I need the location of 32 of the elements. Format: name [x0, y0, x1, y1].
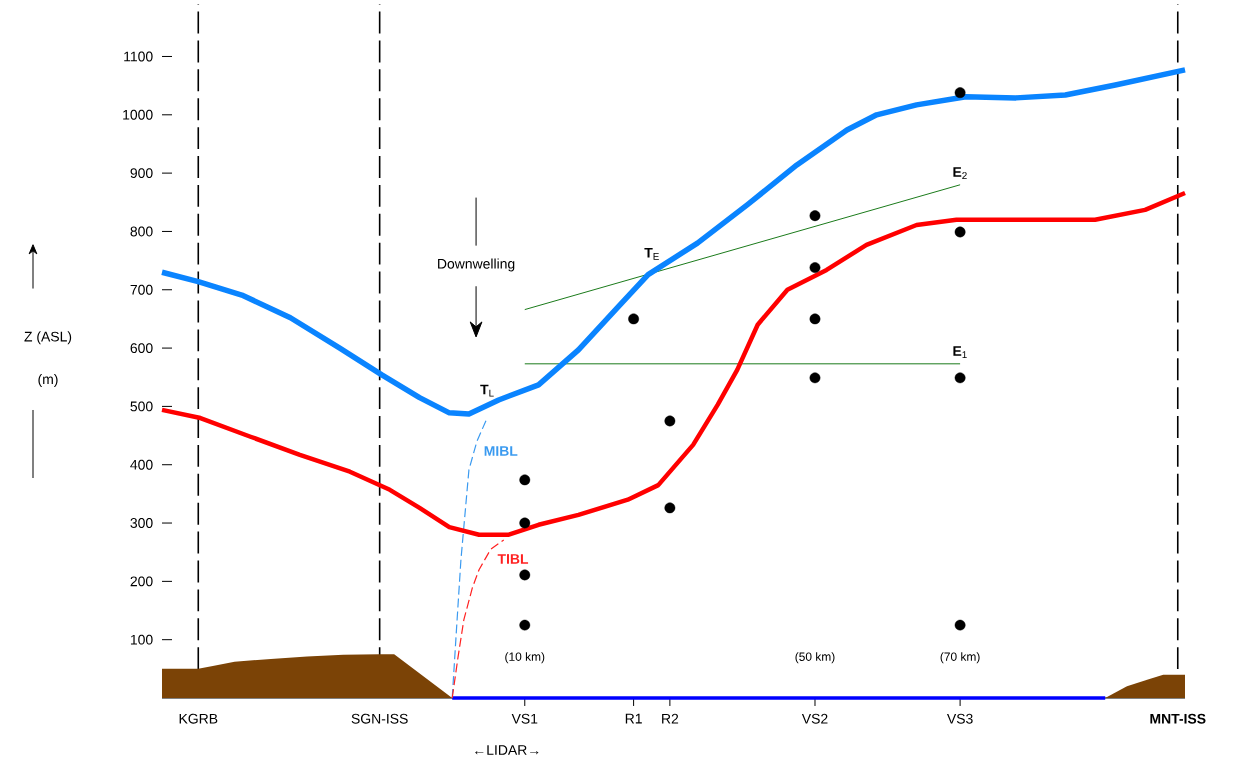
y-tick-label: 300 — [130, 518, 153, 528]
ref-line-label: R1 — [625, 713, 642, 724]
y-tick-label: 700 — [130, 284, 153, 295]
annotation: T$_{E}$ — [644, 247, 659, 260]
y-tick-label: 100 — [130, 634, 153, 645]
y-tick-label: 1000 — [123, 109, 153, 120]
ref-line-label: VS2 — [801, 713, 828, 724]
series-label: MIBL — [484, 446, 518, 456]
text: ←LIDAR→ — [475, 745, 539, 755]
y-tick-label: 800 — [130, 226, 153, 237]
y-tick-label: 200 — [130, 576, 153, 587]
text: (m) — [38, 373, 58, 387]
y-axis-title: Z (ASL) — [24, 331, 72, 345]
ref-line-label: VS3 — [946, 713, 973, 724]
y-tick-label: 900 — [130, 168, 153, 179]
annotation: T$_{L}$ — [480, 384, 494, 397]
y-tick-label: 400 — [130, 459, 153, 470]
y-tick-label: 1100 — [124, 51, 153, 62]
ref-line-label: SGN-ISS — [351, 713, 408, 724]
series-label: E$_{2}$ — [953, 167, 967, 179]
ref-line-label: MNT-ISS — [1150, 713, 1206, 724]
series-label: E$_{1}$ — [953, 346, 967, 358]
ref-line-label: R2 — [662, 713, 679, 724]
ref-line-label: VS1 — [511, 713, 538, 724]
ref-line-label: KGRB — [179, 713, 218, 724]
series-label: TIBL — [497, 554, 529, 564]
annotation: Downwelling — [438, 258, 515, 272]
y-tick-label: 600 — [130, 343, 153, 354]
x-tick-label: (10 km) — [505, 652, 545, 664]
x-tick-label: (50 km) — [795, 652, 835, 664]
x-tick-label: (70 km) — [940, 652, 980, 664]
y-tick-label: 500 — [130, 401, 153, 412]
